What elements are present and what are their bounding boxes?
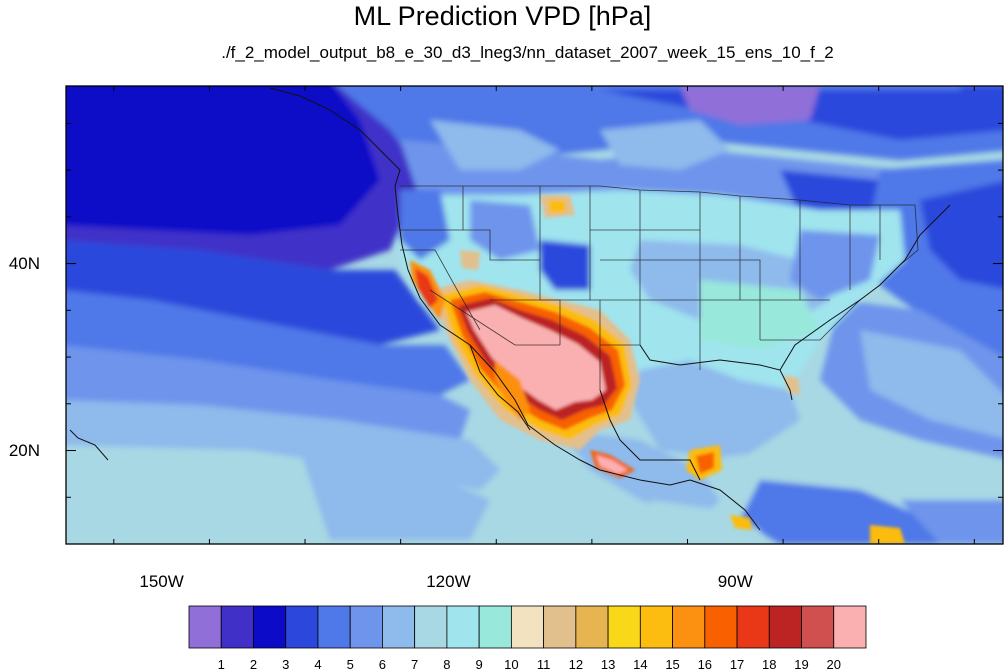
lat-label: 40N <box>8 253 40 273</box>
colorbar-swatch <box>543 605 577 649</box>
colorbar-label: 15 <box>665 657 680 672</box>
map-title: ML Prediction VPD [hPa] <box>353 1 652 31</box>
state-boundaries <box>400 185 919 390</box>
colorbar-swatch <box>478 605 512 649</box>
colorbar-label: 14 <box>633 657 648 672</box>
colorbar-label: 3 <box>282 657 290 672</box>
lon-label: 90W <box>717 572 753 591</box>
colorbar-swatch <box>607 605 641 649</box>
colorbar-swatch <box>639 605 673 649</box>
colorbar-swatch <box>833 605 867 649</box>
colorbar-swatch <box>672 605 706 649</box>
colorbar-label: 20 <box>826 657 841 672</box>
colorbar-label: 9 <box>475 657 483 672</box>
colorbar <box>188 605 867 649</box>
colorbar-swatch <box>317 605 351 649</box>
map-ticks <box>66 86 1003 544</box>
colorbar-label: 12 <box>568 657 584 672</box>
map-subtitle: ./f_2_model_output_b8_e_30_d3_lneg3/nn_d… <box>221 43 834 62</box>
colorbar-label: 1 <box>217 657 225 672</box>
map-frame <box>65 85 1004 545</box>
colorbar-swatch <box>349 605 383 649</box>
colorbar-swatch <box>188 605 222 649</box>
colorbar-label: 8 <box>443 657 451 672</box>
colorbar-label: 16 <box>697 657 713 672</box>
colorbar-swatch <box>704 605 738 649</box>
coastlines <box>69 87 951 531</box>
colorbar-swatch <box>768 605 802 649</box>
colorbar-swatch <box>510 605 545 649</box>
lat-label: 20N <box>8 440 40 460</box>
lon-label: 120W <box>426 572 471 591</box>
colorbar-swatch <box>220 605 254 649</box>
colorbar-label: 6 <box>378 657 387 672</box>
colorbar-label: 4 <box>314 657 322 672</box>
colorbar-swatch <box>446 605 480 649</box>
colorbar-swatch <box>736 605 770 649</box>
lon-label: 150W <box>139 572 184 591</box>
colorbar-label: 19 <box>794 657 809 672</box>
colorbar-label: 7 <box>411 657 419 672</box>
colorbar-label: 18 <box>762 657 777 672</box>
colorbar-swatch <box>285 605 319 649</box>
colorbar-label: 17 <box>729 657 745 672</box>
colorbar-swatch <box>575 605 609 649</box>
colorbar-label: 5 <box>346 657 354 672</box>
colorbar-label: 13 <box>600 657 616 672</box>
colorbar-label: 2 <box>249 657 258 672</box>
colorbar-label: 10 <box>504 657 519 672</box>
colorbar-swatch <box>382 605 416 649</box>
vpd-field <box>66 86 1003 544</box>
colorbar-swatch <box>253 605 287 649</box>
colorbar-swatch <box>414 605 448 649</box>
colorbar-label: 11 <box>536 657 551 672</box>
colorbar-swatch <box>801 605 835 649</box>
